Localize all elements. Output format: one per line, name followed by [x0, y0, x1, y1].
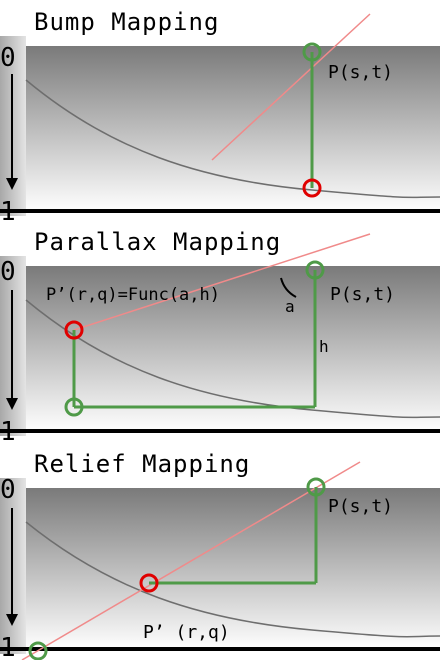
depth-arrow-head [6, 178, 18, 190]
point-p-prime-marker [64, 320, 84, 340]
point-p-prime-marker [139, 573, 159, 593]
point-p-marker [306, 477, 326, 497]
view-ray [73, 233, 371, 331]
point-p-prime-label: P’(r,q)=Func(a,h) [46, 285, 220, 305]
depth-arrow-head [6, 614, 18, 626]
panel-title-relief: Relief Mapping [34, 450, 251, 478]
point-p-label: P(s,t) [328, 62, 393, 83]
axis-one-label: 1 [0, 197, 16, 220]
offset-point-marker [64, 397, 84, 417]
height-curve [25, 521, 440, 638]
angle-arc [280, 277, 297, 298]
point-p-marker [305, 260, 325, 280]
axis-one-label: 1 [0, 633, 16, 660]
point-p-marker [302, 42, 322, 62]
point-p-label: P(s,t) [328, 496, 393, 517]
axis-zero-label: 0 [0, 43, 16, 73]
point-p-prime-label: P’ (r,q) [143, 622, 230, 643]
ray-end-marker [28, 641, 48, 660]
panel-title-bump: Bump Mapping [34, 8, 220, 36]
hit-point-marker [302, 178, 322, 198]
view-ray [211, 13, 371, 161]
bump-mapping-diagram: 0 1 P(s,t) [0, 13, 440, 220]
parallax-mapping-diagram: 0 1 P(s,t) P’(r,q)=Func(a,h) a h [0, 233, 440, 440]
height-label: h [319, 337, 329, 356]
point-p-label: P(s,t) [330, 284, 395, 305]
axis-zero-label: 0 [0, 257, 16, 287]
angle-label: a [285, 297, 295, 316]
axis-one-label: 1 [0, 417, 16, 440]
view-ray [21, 461, 361, 660]
depth-gradient [0, 46, 440, 212]
panel-title-parallax: Parallax Mapping [34, 228, 282, 256]
depth-arrow-head [6, 398, 18, 410]
height-curve [25, 79, 440, 199]
depth-gradient [0, 488, 440, 650]
axis-zero-label: 0 [0, 475, 16, 505]
relief-mapping-diagram: 0 1 P(s,t) P’ (r,q) [0, 461, 440, 660]
